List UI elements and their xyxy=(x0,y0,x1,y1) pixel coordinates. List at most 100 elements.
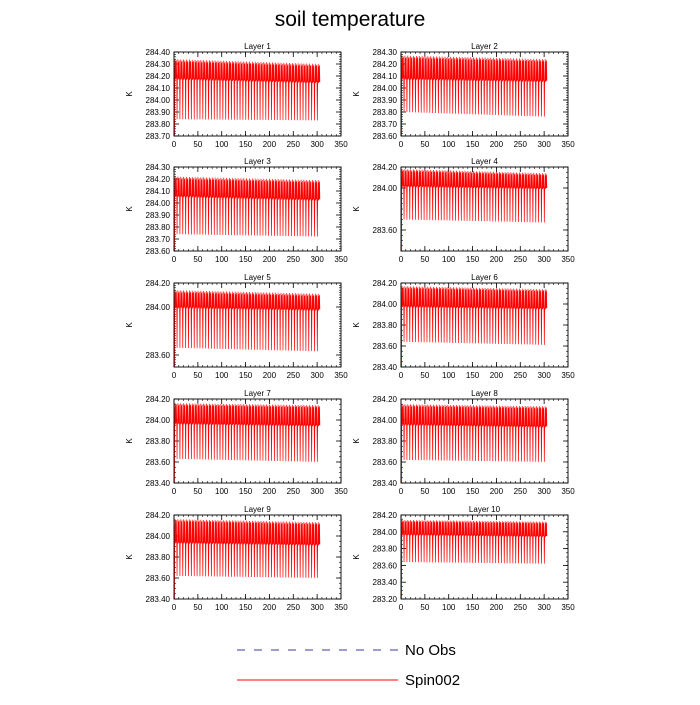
x-tick-label: 100 xyxy=(215,603,229,612)
y-tick-label: 284.20 xyxy=(146,511,171,520)
y-tick-label: 283.60 xyxy=(373,226,398,235)
y-tick-label: 283.40 xyxy=(146,479,171,488)
panel-7: Layer 7 K 0 50 100 150 200 250 300 350 283.40 283.6… xyxy=(125,389,348,496)
plot-frame xyxy=(173,514,342,600)
y-axis-label: K xyxy=(352,91,361,97)
x-tick-label: 150 xyxy=(239,487,253,496)
y-tick-label: 283.80 xyxy=(146,120,171,129)
plot-frame xyxy=(400,51,569,137)
series-line-spin002 xyxy=(174,519,321,599)
x-tick-label: 350 xyxy=(561,371,575,380)
panel-title: Layer 6 xyxy=(471,273,498,282)
x-tick-label: 250 xyxy=(287,140,301,149)
x-tick-label: 200 xyxy=(263,603,277,612)
x-tick-label: 350 xyxy=(334,603,348,612)
panel-title: Layer 8 xyxy=(471,389,498,398)
x-tick-label: 50 xyxy=(193,371,202,380)
y-tick-label: 283.90 xyxy=(146,108,171,117)
y-axis-label: K xyxy=(352,322,361,328)
x-tick-label: 150 xyxy=(466,140,480,149)
series-line-spin002 xyxy=(174,59,321,136)
panel-2: Layer 2 K 0 50 100 150 200 250 300 350 283.60 283.7… xyxy=(352,42,575,149)
y-tick-label: 283.80 xyxy=(373,321,398,330)
x-tick-label: 300 xyxy=(310,255,324,264)
panel-9: Layer 9 K 0 50 100 150 200 250 300 350 283.40 283.6… xyxy=(125,505,348,612)
x-tick-label: 300 xyxy=(310,140,324,149)
y-tick-label: 284.00 xyxy=(146,199,171,208)
plot-frame xyxy=(173,51,342,137)
plot-frame xyxy=(173,282,342,368)
panel-5: Layer 5 K 0 50 100 150 200 250 300 350 283.60 284.0… xyxy=(125,273,348,380)
panel-3: Layer 3 K 0 50 100 150 200 250 300 350 283.60 283.7… xyxy=(125,157,348,264)
y-tick-label: 284.00 xyxy=(146,303,171,312)
x-tick-label: 50 xyxy=(193,487,202,496)
legend-label-no-obs: No Obs xyxy=(405,642,456,659)
x-tick-label: 0 xyxy=(399,371,404,380)
y-tick-label: 283.90 xyxy=(373,96,398,105)
plot-frame xyxy=(173,398,342,484)
x-tick-label: 100 xyxy=(215,487,229,496)
panel-6: Layer 6 K 0 50 100 150 200 250 300 350 283.40 283.6… xyxy=(352,273,575,380)
x-tick-label: 250 xyxy=(287,603,301,612)
panel-title: Layer 10 xyxy=(469,505,501,514)
x-tick-label: 0 xyxy=(172,603,177,612)
x-tick-label: 100 xyxy=(442,603,456,612)
series-line-spin002 xyxy=(174,176,321,251)
x-tick-label: 350 xyxy=(561,255,575,264)
series-line-spin002 xyxy=(401,520,548,599)
x-tick-label: 300 xyxy=(537,371,551,380)
y-tick-label: 284.20 xyxy=(373,60,398,69)
x-tick-label: 200 xyxy=(490,140,504,149)
x-tick-label: 150 xyxy=(466,487,480,496)
panel-title: Layer 4 xyxy=(471,157,498,166)
x-tick-label: 250 xyxy=(287,371,301,380)
x-tick-label: 100 xyxy=(215,255,229,264)
y-tick-label: 284.00 xyxy=(373,416,398,425)
x-tick-label: 300 xyxy=(537,255,551,264)
x-tick-label: 300 xyxy=(537,603,551,612)
y-tick-label: 283.60 xyxy=(373,458,398,467)
x-tick-label: 250 xyxy=(514,371,528,380)
panel-1: Layer 1 K 0 50 100 150 200 250 300 350 283.70 283.8… xyxy=(125,42,348,149)
panel-8: Layer 8 K 0 50 100 150 200 250 300 350 283.40 283.6… xyxy=(352,389,575,496)
x-tick-label: 150 xyxy=(239,371,253,380)
y-axis-label: K xyxy=(352,554,361,560)
x-tick-label: 300 xyxy=(310,487,324,496)
y-axis-label: K xyxy=(125,91,134,97)
y-tick-label: 284.20 xyxy=(373,511,398,520)
panel-title: Layer 7 xyxy=(244,389,271,398)
y-tick-label: 284.20 xyxy=(373,163,398,172)
y-tick-label: 284.00 xyxy=(373,300,398,309)
y-tick-label: 283.60 xyxy=(373,342,398,351)
x-tick-label: 250 xyxy=(287,487,301,496)
y-tick-label: 283.80 xyxy=(373,108,398,117)
y-tick-label: 284.10 xyxy=(146,84,171,93)
y-tick-label: 284.30 xyxy=(146,60,171,69)
y-tick-label: 284.20 xyxy=(146,395,171,404)
x-tick-label: 150 xyxy=(239,603,253,612)
y-tick-label: 283.20 xyxy=(373,595,398,604)
x-tick-label: 0 xyxy=(399,255,404,264)
x-tick-label: 350 xyxy=(334,371,348,380)
x-tick-label: 300 xyxy=(537,487,551,496)
x-tick-label: 0 xyxy=(172,140,177,149)
plot-frame xyxy=(173,166,342,252)
y-tick-label: 284.10 xyxy=(146,187,171,196)
y-axis-label: K xyxy=(125,322,134,328)
y-axis-label: K xyxy=(125,554,134,560)
y-tick-label: 284.10 xyxy=(373,72,398,81)
x-tick-label: 250 xyxy=(287,255,301,264)
x-tick-label: 50 xyxy=(193,603,202,612)
y-tick-label: 283.80 xyxy=(373,545,398,554)
y-tick-label: 283.40 xyxy=(373,363,398,372)
y-tick-label: 283.60 xyxy=(146,247,171,256)
panel-4: Layer 4 K 0 50 100 150 200 250 300 350 283.60 284.0… xyxy=(352,157,575,264)
x-tick-label: 0 xyxy=(399,140,404,149)
y-tick-label: 284.00 xyxy=(373,84,398,93)
x-tick-label: 300 xyxy=(310,603,324,612)
x-tick-label: 100 xyxy=(442,487,456,496)
x-tick-label: 200 xyxy=(490,255,504,264)
x-tick-label: 350 xyxy=(561,140,575,149)
y-tick-label: 283.80 xyxy=(146,223,171,232)
